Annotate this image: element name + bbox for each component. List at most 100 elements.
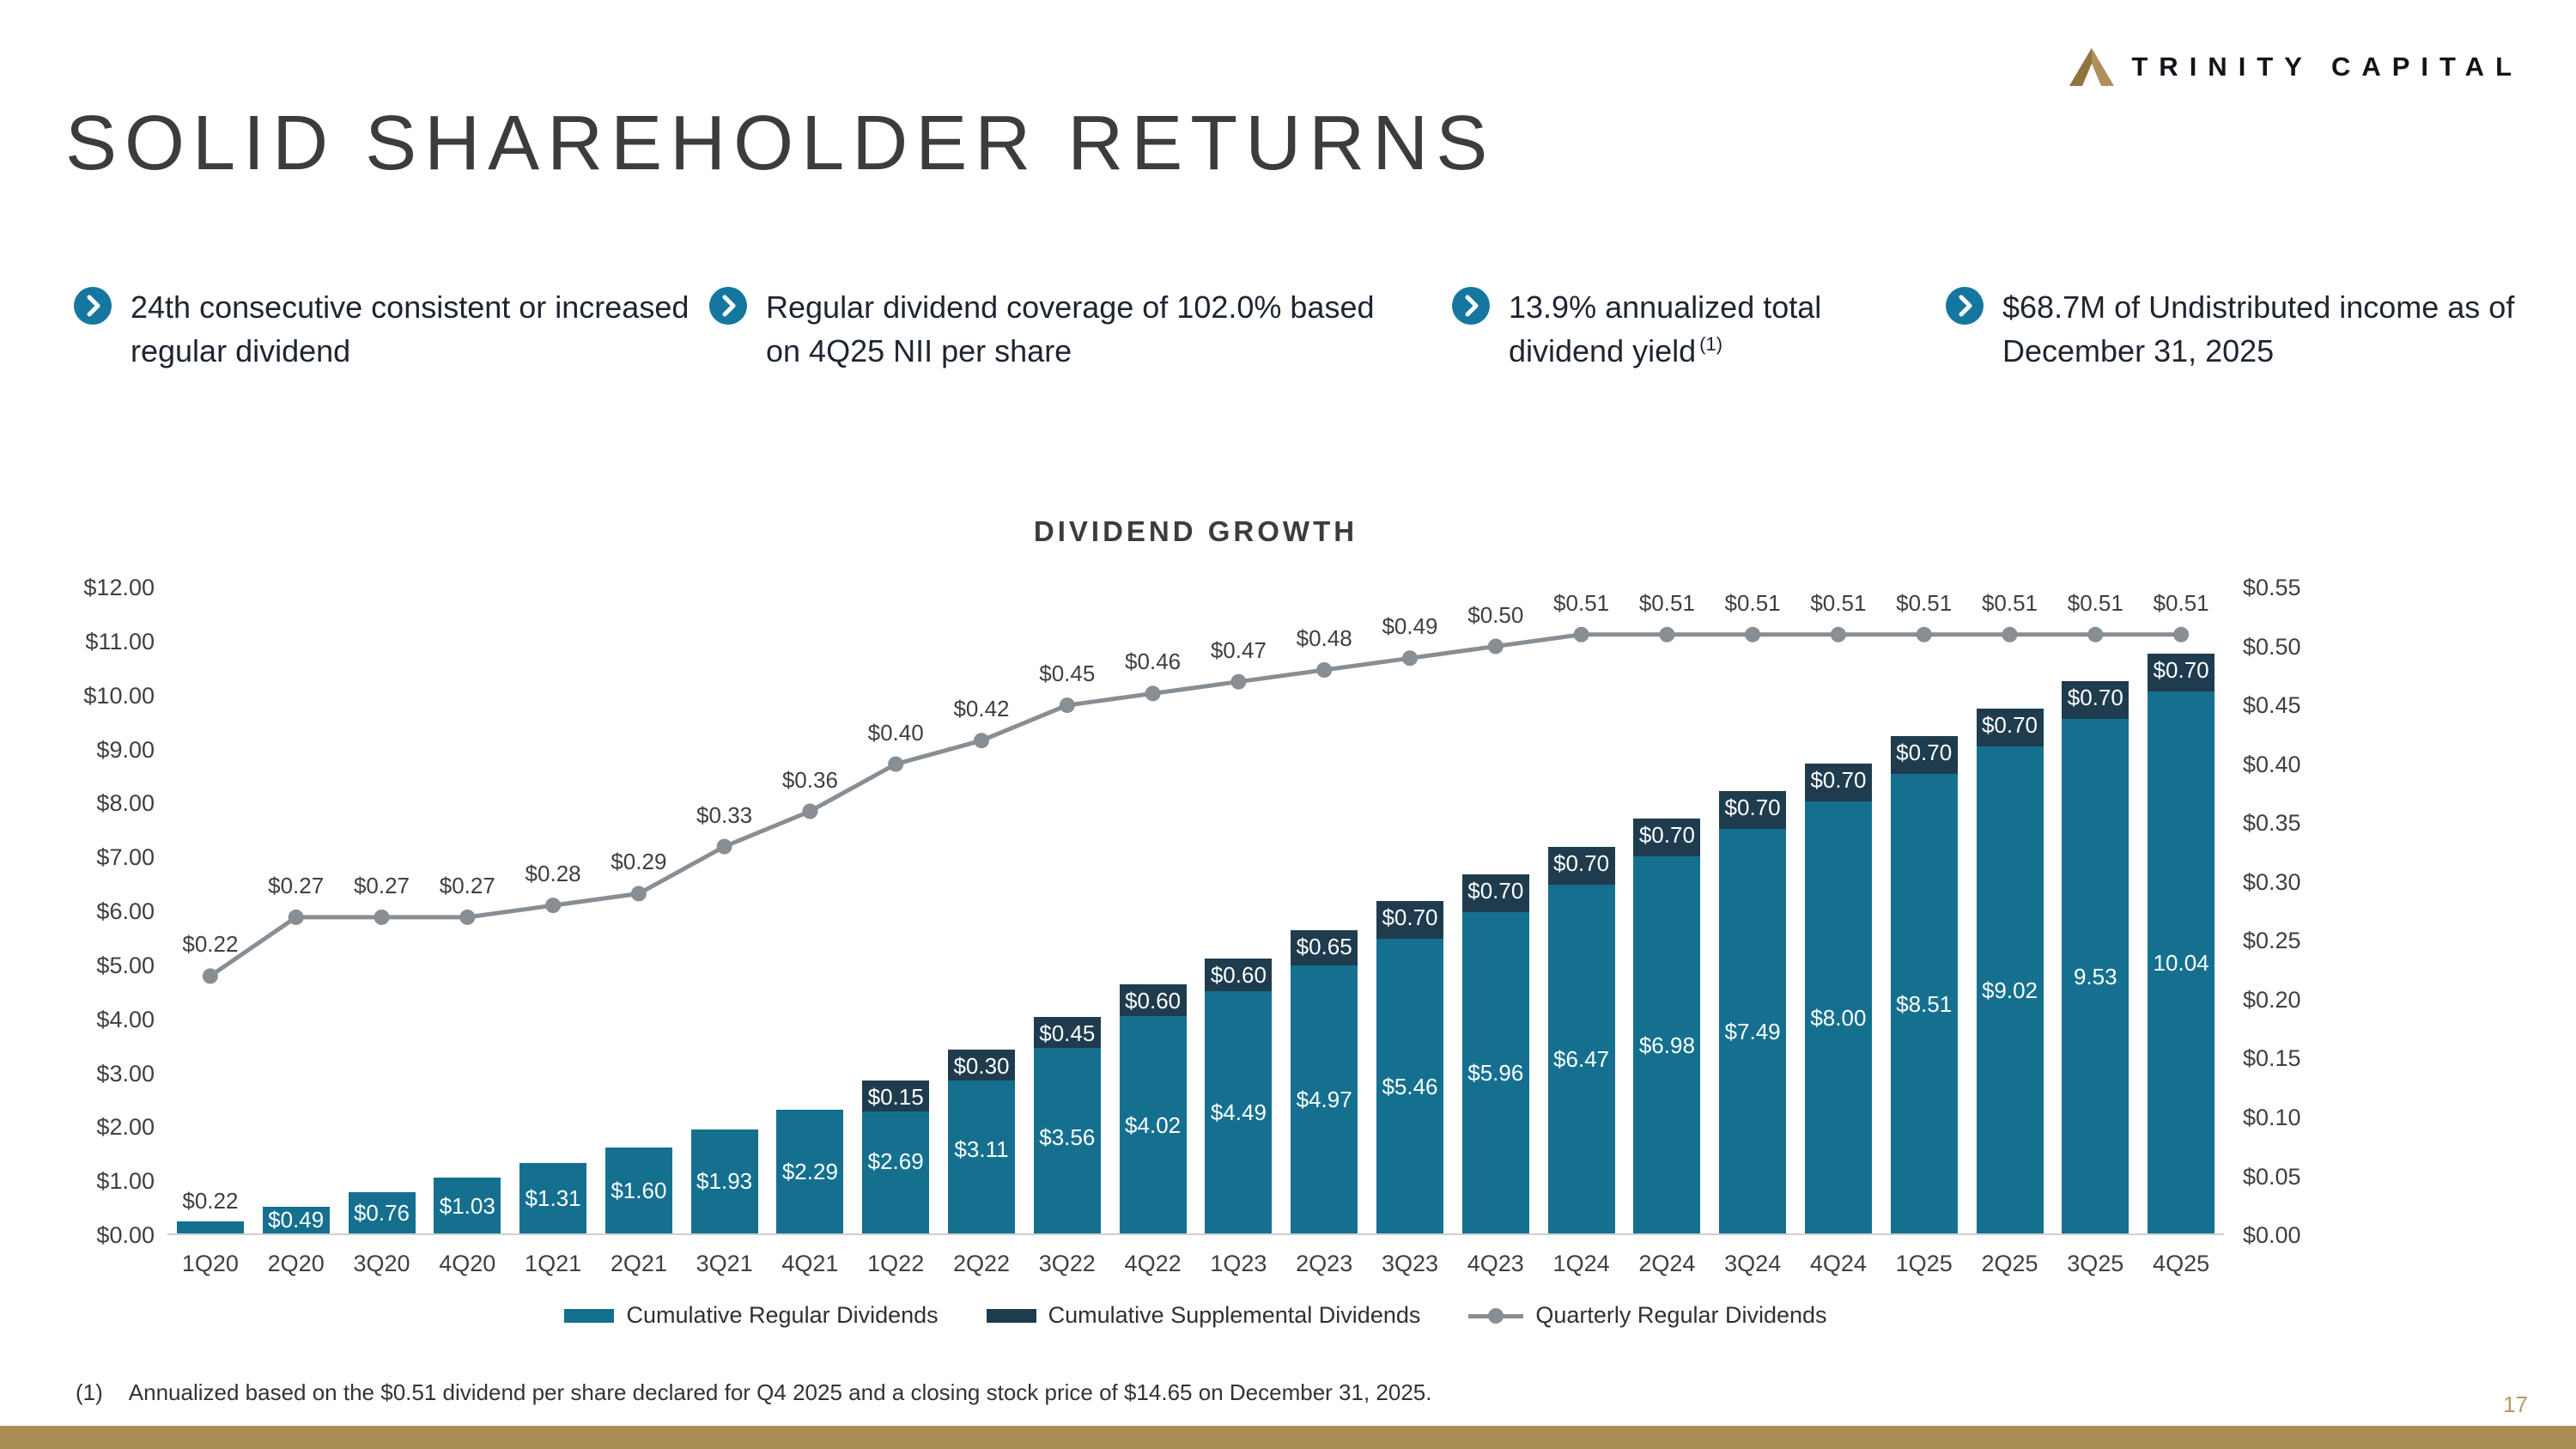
line-point-label: $0.36 xyxy=(781,766,838,793)
line-point-label: $0.40 xyxy=(867,719,924,746)
regular-dividend-bar xyxy=(605,1147,672,1233)
regular-bar-label: $0.22 xyxy=(182,1188,239,1215)
regular-dividend-bar xyxy=(1976,746,2044,1233)
regular-bar-label: $9.02 xyxy=(1981,977,2038,1003)
left-axis-tick-label: $6.00 xyxy=(96,898,155,924)
left-axis-tick-label: $5.00 xyxy=(96,952,155,978)
left-axis-tick-label: $12.00 xyxy=(83,575,155,600)
right-axis-tick-label: $0.55 xyxy=(2243,575,2301,600)
line-point-label: $0.28 xyxy=(525,861,581,887)
line-marker xyxy=(974,733,989,749)
chevron-icon xyxy=(1452,287,1490,325)
supplemental-bar-label: $0.70 xyxy=(1547,848,1615,878)
right-axis-tick-label: $0.20 xyxy=(2243,986,2301,1013)
regular-bar-label: $1.31 xyxy=(525,1184,581,1211)
regular-dividend-bar xyxy=(1119,1016,1187,1233)
chart-right-axis: $0.55 $0.50 $0.45 $0.40 $0.35 $0.30 $0.25 $0.20… xyxy=(2243,575,2354,1248)
regular-dividend-bar xyxy=(776,1110,844,1233)
x-axis-label: 3Q23 xyxy=(1381,1251,1439,1276)
regular-bar-label: $5.96 xyxy=(1467,1059,1524,1086)
regular-dividend-bar xyxy=(1461,911,1529,1233)
x-axis-label: 2Q21 xyxy=(610,1251,667,1276)
regular-bar-label: $1.60 xyxy=(611,1177,667,1203)
quarterly-dividend-line xyxy=(202,626,2190,984)
regular-bar-label: $2.29 xyxy=(781,1159,838,1185)
x-axis-label: 1Q24 xyxy=(1552,1251,1610,1276)
line-point-label: $0.27 xyxy=(353,872,410,898)
line-point-label: $0.33 xyxy=(696,801,753,828)
regular-dividend-bar xyxy=(690,1129,758,1233)
left-axis-tick-label: $3.00 xyxy=(96,1060,155,1087)
line-marker xyxy=(2002,626,2018,642)
chart-x-axis: 1Q20 2Q20 3Q20 4Q20 1Q21 2Q21 3Q21 4Q21 1Q22 2Q22… xyxy=(167,1235,2224,1288)
right-axis-tick-label: $0.25 xyxy=(2243,928,2301,954)
line-point-label: $0.22 xyxy=(182,931,239,958)
regular-bar-label: $1.93 xyxy=(696,1168,753,1195)
regular-dividend-bar xyxy=(1033,1041,1101,1233)
bullet-undistributed-income: $68.7M of Undistributed income as of Dec… xyxy=(1946,285,2518,373)
line-point-label: $0.27 xyxy=(439,872,495,898)
left-axis-tick-label: $9.00 xyxy=(96,736,155,763)
footnote: (1) Annualized based on the $0.51 dividen… xyxy=(76,1379,1431,1406)
footnote-ref: (1) xyxy=(1699,333,1723,356)
x-axis-label: 3Q25 xyxy=(2067,1251,2124,1276)
line-marker xyxy=(1487,638,1504,654)
chart-legend: Cumulative Regular Dividends Cumulative … xyxy=(167,1302,2224,1329)
bullet-consecutive-dividend: 24th consecutive consistent or increased… xyxy=(74,285,697,373)
line-marker xyxy=(374,909,390,925)
chart-left-axis: $12.00 $11.00 $10.00 $9.00 $8.00 $7.00 $6.00 $5… xyxy=(17,575,155,1248)
left-axis-tick-label: $1.00 xyxy=(96,1168,155,1195)
x-axis-label: 2Q22 xyxy=(952,1251,1011,1276)
bullet-text: 24th consecutive consistent or increased… xyxy=(131,289,690,369)
left-axis-tick-label: $0.00 xyxy=(96,1222,155,1248)
x-axis-label: 4Q22 xyxy=(1124,1251,1182,1276)
supplemental-bar-label: $0.70 xyxy=(1376,902,1443,932)
x-axis-label: 3Q20 xyxy=(353,1251,410,1276)
line-marker xyxy=(288,909,304,925)
chart-plot-area: $0.22 $0.49 $0.76 $1.03 $1.31 $1.60 $1.93 $2.29… xyxy=(167,588,2224,1235)
footnote-marker: (1) xyxy=(76,1379,103,1405)
left-axis-tick-label: $2.00 xyxy=(96,1114,155,1141)
regular-bar-label: $3.11 xyxy=(954,1136,1009,1163)
x-axis-label: 2Q24 xyxy=(1638,1251,1696,1276)
x-axis-label: 4Q21 xyxy=(781,1251,839,1276)
right-axis-tick-label: $0.35 xyxy=(2243,810,2301,837)
supplemental-bar-label: $0.30 xyxy=(948,1050,1015,1081)
regular-bar-label: $4.49 xyxy=(1210,1099,1267,1125)
chevron-icon xyxy=(1946,287,1984,325)
line-point-label: $0.50 xyxy=(1467,601,1524,628)
right-axis-tick-label: $0.00 xyxy=(2243,1222,2301,1248)
supplemental-bar-label: $0.15 xyxy=(862,1081,930,1111)
regular-dividend-bar xyxy=(1205,990,1273,1233)
line-marker xyxy=(1316,662,1333,678)
bullet-text: $68.7M of Undistributed income as of Dec… xyxy=(2002,289,2515,369)
line-marker xyxy=(1916,626,1932,642)
regular-bar-label: $7.49 xyxy=(1724,1018,1781,1044)
footer-accent-bar xyxy=(0,1426,2576,1449)
line-marker xyxy=(1830,626,1846,642)
footnote-text: Annualized based on the $0.51 dividend p… xyxy=(128,1379,1432,1405)
x-axis-label: 3Q22 xyxy=(1038,1251,1096,1276)
regular-bar-label: $3.56 xyxy=(1039,1124,1096,1151)
supplemental-bar-label: $0.70 xyxy=(1976,710,2044,740)
line-point-label: $0.46 xyxy=(1125,648,1182,675)
x-axis-label: 1Q21 xyxy=(525,1251,582,1276)
right-axis-tick-label: $0.40 xyxy=(2243,751,2301,777)
regular-dividend-bar xyxy=(2148,691,2215,1233)
x-axis-label: 3Q24 xyxy=(1724,1251,1782,1276)
legend-item-quarterly-dividends: Quarterly Regular Dividends xyxy=(1468,1302,1827,1329)
regular-bar-label: $6.47 xyxy=(1553,1045,1610,1072)
line-marker xyxy=(1659,626,1675,642)
x-axis-label: 4Q20 xyxy=(439,1251,496,1276)
regular-bar-label: $8.51 xyxy=(1896,990,1953,1017)
supplemental-bar-label: $0.70 xyxy=(1804,765,1872,795)
supplemental-bar-label: $0.70 xyxy=(1633,820,1701,850)
line-point-label: $0.51 xyxy=(1724,589,1781,616)
brand-name: TRINITY CAPITAL xyxy=(2131,52,2523,82)
legend-label: Cumulative Supplemental Dividends xyxy=(1048,1302,1421,1328)
right-axis-tick-label: $0.50 xyxy=(2243,633,2301,660)
chevron-icon xyxy=(709,287,747,325)
chart-title: DIVIDEND GROWTH xyxy=(1033,515,1358,547)
regular-bar-label: $6.98 xyxy=(1638,1032,1695,1058)
line-point-label: $0.48 xyxy=(1296,625,1352,651)
